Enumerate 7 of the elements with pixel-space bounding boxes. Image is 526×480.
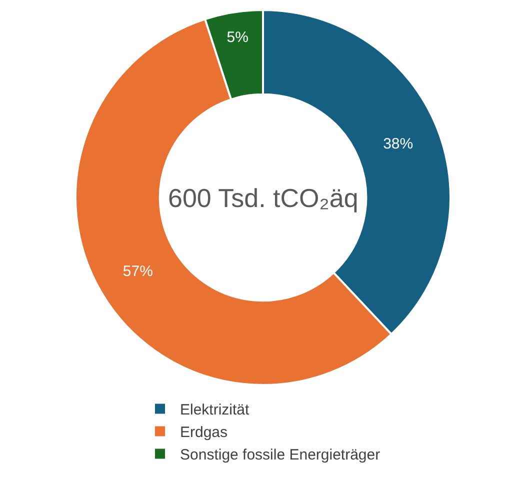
legend-label: Erdgas <box>180 424 228 442</box>
data-label: 5% <box>226 28 248 46</box>
legend-label: Elektrizität <box>180 402 250 419</box>
data-label: 57% <box>122 262 153 280</box>
legend-label: Sonstige fossile Energieträger <box>180 446 380 464</box>
data-label: 38% <box>383 136 414 153</box>
text: 600 Tsd. tCO₂äq <box>168 183 358 213</box>
